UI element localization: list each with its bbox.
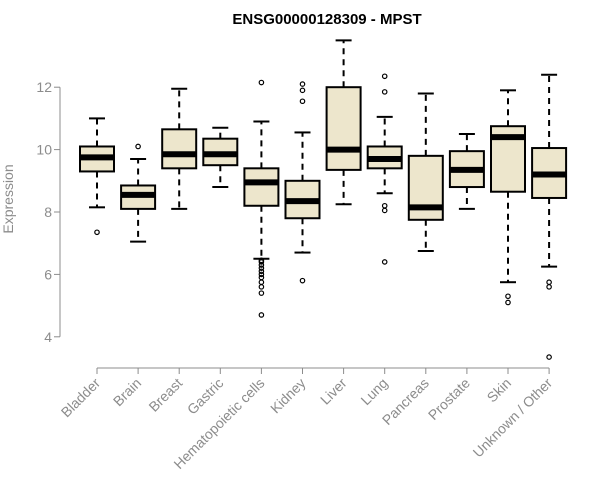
outlier-point <box>381 207 388 214</box>
chart-title: ENSG00000128309 - MPST <box>232 11 421 28</box>
box-iqr <box>243 167 280 207</box>
box-group <box>161 87 198 210</box>
outlier-point <box>546 354 552 360</box>
outlier-point <box>546 279 552 286</box>
outlier-point <box>258 274 265 281</box>
x-tick-label: Bladder <box>58 375 104 421</box>
y-tick-label: 4 <box>44 329 52 345</box>
outlier-point <box>135 143 141 150</box>
outlier-point <box>258 279 265 286</box>
x-tick-label: Liver <box>317 375 350 408</box>
outlier-point <box>258 284 265 290</box>
outlier-point <box>505 299 511 306</box>
x-tick-label: Brain <box>110 375 144 409</box>
box-iqr <box>325 86 362 171</box>
outlier-point <box>258 271 265 278</box>
x-tick-label: Lung <box>357 375 390 408</box>
outlier-point <box>258 79 265 86</box>
y-tick-label: 6 <box>44 266 52 282</box>
outlier-point <box>505 293 511 300</box>
box-group <box>325 39 362 206</box>
outlier-point <box>381 73 388 80</box>
outlier-point <box>546 284 552 290</box>
outlier-point <box>299 98 306 105</box>
box-group <box>120 143 157 243</box>
box-group <box>407 92 444 252</box>
outlier-point <box>299 277 306 284</box>
box-group <box>202 126 239 189</box>
outlier-point <box>381 89 388 95</box>
outlier-point <box>258 268 265 275</box>
box-group <box>284 81 321 284</box>
box-group <box>490 89 526 306</box>
y-tick-label: 8 <box>44 204 52 220</box>
y-tick-label: 12 <box>36 79 52 95</box>
outlier-point <box>258 312 265 318</box>
box-group <box>243 79 280 318</box>
x-tick-label: Prostate <box>425 375 473 423</box>
outlier-point <box>299 81 306 87</box>
outlier-point <box>258 290 265 296</box>
box-group <box>531 73 568 360</box>
box-group <box>366 73 403 265</box>
boxes <box>79 39 568 360</box>
x-tick-label: Breast <box>145 375 185 415</box>
x-tick-label: Kidney <box>267 375 309 417</box>
outlier-point <box>299 87 306 94</box>
y-axis-label: Expression <box>0 164 16 233</box>
outlier-point <box>381 259 388 265</box>
outlier-point <box>258 262 265 268</box>
box-group <box>448 133 485 210</box>
x-tick-label: Skin <box>484 375 515 406</box>
outlier-point <box>381 202 388 209</box>
outlier-point <box>258 259 265 265</box>
outlier-point <box>258 265 265 271</box>
y-tick-label: 10 <box>36 142 52 158</box>
outlier-point <box>94 229 100 236</box>
box-iqr <box>161 128 198 170</box>
box-group <box>79 117 115 236</box>
